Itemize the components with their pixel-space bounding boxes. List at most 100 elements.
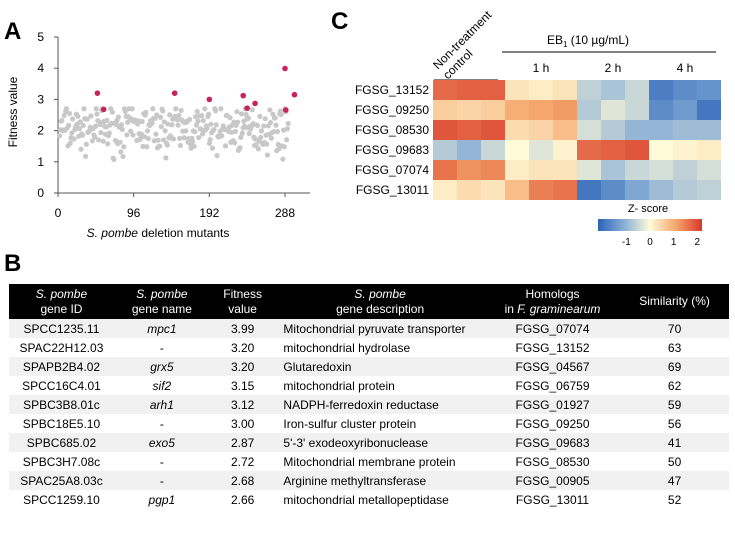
table-cell: SPAC25A8.03c (20, 473, 103, 488)
scatter-point (169, 122, 175, 128)
scatter-point (264, 141, 270, 147)
heatmap-cell (481, 160, 505, 180)
table-cell: FGSG_06759 (515, 378, 590, 393)
scatter-point (151, 138, 157, 144)
gene-row-label: FGSG_13011 (356, 183, 429, 197)
scatter-point (204, 125, 210, 131)
scatter-point (78, 146, 84, 152)
scatter-point (61, 113, 67, 119)
scatter-point (195, 118, 201, 124)
heatmap-cell (649, 160, 673, 180)
scatter-point (284, 126, 291, 132)
heatmap-cell (649, 100, 673, 120)
table-cell: - (159, 416, 164, 431)
scatter-point (71, 136, 77, 142)
x-tick-label: 192 (199, 206, 219, 220)
table-row: SPBC3B8.01c arh1 3.12 NADPH-ferredoxin redu… (9, 395, 729, 414)
scatter-point (109, 109, 115, 115)
table-cell: FGSG_09683 (515, 435, 590, 450)
scatter-point (281, 144, 287, 150)
x-tick-label: 96 (127, 206, 141, 220)
scatter-point (149, 120, 155, 126)
gene-row-label: FGSG_13152 (355, 83, 429, 97)
header-line-1: Fitness (223, 286, 262, 301)
scatter-point (89, 138, 96, 144)
control-group-label: Non-treatment control (430, 6, 506, 82)
gene-table: S. pombe gene ID S. pombe gene name Fitness v… (9, 284, 729, 509)
scatter-point (175, 122, 181, 128)
heatmap-cell (433, 100, 457, 120)
scatter-point (177, 135, 183, 141)
scatter-point (209, 145, 216, 151)
heatmap-cell (529, 180, 553, 200)
scatter-point (199, 112, 205, 119)
table-row: SPBC18E5.10 - 3.00 Iron-sulfur cluster prot… (9, 414, 729, 433)
y-tick-label: 3 (37, 92, 44, 106)
table-cell: mpc1 (147, 321, 177, 336)
table-cell: SPBC18E5.10 (22, 416, 101, 431)
table-cell: SPCC16C4.01 (22, 378, 101, 393)
scatter-point (155, 137, 161, 143)
scatter-point-highlighted (244, 105, 250, 111)
scatter-point (268, 135, 274, 141)
header-line-1: Homologs (525, 286, 580, 301)
table-cell: pgp1 (148, 492, 176, 507)
heatmap-cell (625, 160, 649, 180)
scatter-point (238, 134, 244, 140)
header-line-2: gene description (336, 301, 425, 316)
table-cell: 2.72 (230, 454, 255, 469)
panel-label-b: B (4, 250, 22, 277)
heatmap-cell (481, 180, 505, 200)
scatter-point (105, 141, 111, 147)
scatter-point (264, 152, 271, 158)
scatter-point (239, 130, 245, 136)
heatmap-cell (481, 120, 505, 140)
heatmap-cell (457, 180, 481, 200)
scatter-point-highlighted (282, 65, 288, 72)
heatmap-cell (433, 180, 457, 200)
heatmap-cell (697, 140, 721, 160)
scatter-point (79, 132, 86, 138)
heatmap-cell (505, 120, 529, 140)
table-cell: FGSG_08530 (515, 454, 590, 469)
heatmap-cell (481, 140, 505, 160)
table-cell: FGSG_07074 (515, 321, 590, 336)
scatter-points-base (56, 106, 291, 162)
table-header-cell: Similarity (%) (620, 284, 729, 319)
heatmap-cell (601, 180, 625, 200)
scatter-point (255, 146, 261, 152)
heatmap-cell (505, 140, 529, 160)
scatter-point (121, 144, 127, 150)
treatment-label: EB1 (10 µg/mL) (547, 33, 629, 49)
timepoint-label: 2 h (605, 61, 622, 75)
scatter-point (238, 111, 245, 117)
table-header-cell: Fitness value (210, 284, 276, 319)
scatter-point (63, 106, 70, 112)
scatter-point (106, 130, 112, 136)
scatter-point (69, 116, 76, 122)
panel-label-c: C (331, 8, 349, 35)
scatter-point (232, 128, 239, 135)
heatmap-cell (601, 80, 625, 100)
scatter-point-highlighted (94, 90, 101, 96)
scatter-point (80, 122, 86, 129)
header-line-2: value (228, 301, 257, 316)
table-cell: FGSG_09250 (515, 416, 590, 431)
table-cell: 5'-3' exodeoxyribonuclease (283, 435, 429, 450)
table-cell: 52 (667, 492, 682, 507)
gene-row-labels: FGSG_13152 FGSG_09250 FGSG_08530 FGSG_09683… (355, 83, 429, 197)
header-line-1: S. pombe (136, 286, 188, 301)
scatter-point (157, 114, 164, 120)
legend-tick-label: 2 (694, 237, 700, 248)
scatter-point (246, 130, 252, 137)
scatter-point (208, 121, 214, 127)
scatter-point (176, 112, 182, 119)
heatmap-cell (577, 160, 601, 180)
heatmap-cell (553, 160, 577, 180)
table-cell: FGSG_01927 (515, 397, 590, 412)
scatter-point (227, 115, 233, 121)
table-row: SPAPB2B4.02 grx5 3.20 Glutaredoxin FGSG_0456… (9, 357, 729, 376)
scatter-point (128, 128, 134, 134)
table-cell: 3.00 (230, 416, 255, 431)
